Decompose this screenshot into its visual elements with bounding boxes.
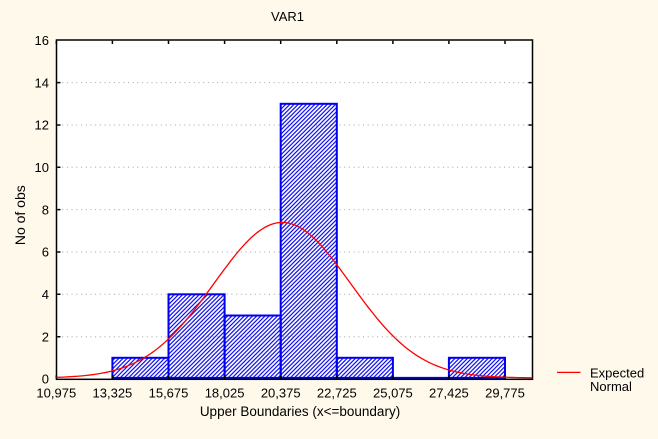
svg-text:Upper Boundaries (x<=boundary): Upper Boundaries (x<=boundary) — [200, 404, 400, 419]
svg-text:18,025: 18,025 — [205, 385, 245, 400]
svg-text:Normal: Normal — [590, 379, 632, 394]
svg-text:27,425: 27,425 — [429, 385, 469, 400]
svg-text:0: 0 — [42, 372, 49, 387]
svg-text:Expected: Expected — [590, 365, 644, 380]
svg-text:14: 14 — [35, 75, 49, 90]
svg-text:29,775: 29,775 — [485, 385, 525, 400]
svg-text:13,325: 13,325 — [93, 385, 133, 400]
svg-text:6: 6 — [42, 245, 49, 260]
svg-text:15,675: 15,675 — [149, 385, 189, 400]
svg-text:4: 4 — [42, 287, 49, 302]
svg-text:16: 16 — [35, 33, 49, 48]
svg-text:10,975: 10,975 — [36, 385, 76, 400]
svg-text:2: 2 — [42, 329, 49, 344]
svg-text:12: 12 — [35, 118, 49, 133]
svg-text:20,375: 20,375 — [261, 385, 301, 400]
svg-text:VAR1: VAR1 — [271, 9, 304, 24]
svg-text:22,725: 22,725 — [317, 385, 357, 400]
svg-text:No of obs: No of obs — [12, 185, 28, 245]
svg-text:10: 10 — [35, 160, 49, 175]
svg-text:8: 8 — [42, 202, 49, 217]
svg-text:25,075: 25,075 — [373, 385, 413, 400]
